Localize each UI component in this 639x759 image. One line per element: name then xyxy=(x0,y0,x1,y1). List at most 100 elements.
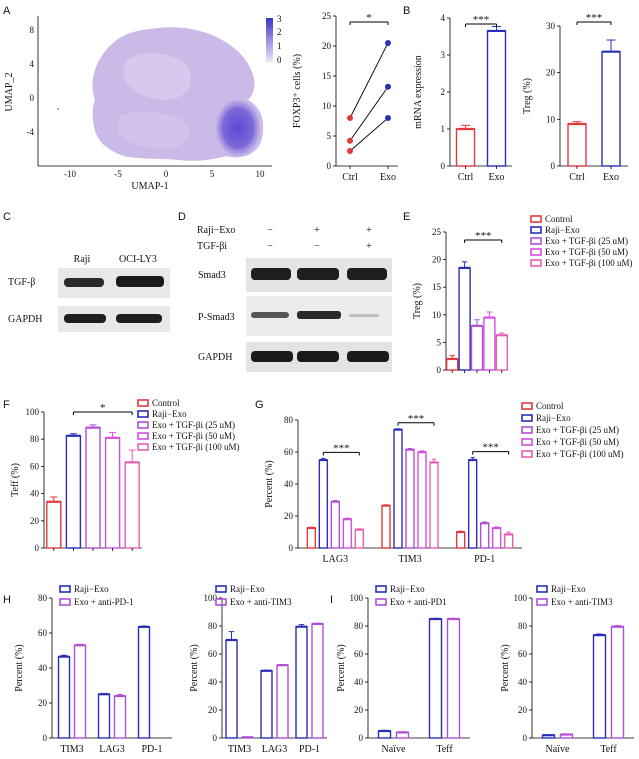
bar xyxy=(311,623,324,739)
y-tick-label: 20 xyxy=(354,705,364,715)
bar xyxy=(446,358,459,371)
legend-swatch xyxy=(137,432,149,440)
y-axis-label: Percent (%) xyxy=(336,644,347,691)
y-axis-label: Percent (%) xyxy=(264,460,275,507)
y-tick-label: 0 xyxy=(523,733,528,743)
panel-label-c: C xyxy=(3,211,11,223)
legend-label: Exo + TGF-βi (25 uM) xyxy=(536,425,619,435)
blot-row-label: TGF-β xyxy=(8,277,35,288)
bar xyxy=(428,618,443,739)
bar xyxy=(225,639,238,739)
significance-label: * xyxy=(366,12,372,24)
umap-y-ticks: 8 4 0 -4 xyxy=(27,25,35,137)
umap-x-tick: 10 xyxy=(256,169,266,179)
chart-mrna-expression: 0 1 2 3 4 mRNA expression Ctrl Exo *** xyxy=(413,13,512,183)
y-tick-label: 40 xyxy=(354,677,364,687)
bar xyxy=(429,461,439,549)
blot-mark: + xyxy=(366,225,372,236)
pair-line xyxy=(349,86,389,142)
bar xyxy=(467,459,478,549)
umap-x-tick: -10 xyxy=(64,169,76,179)
umap-colorbar xyxy=(266,18,273,62)
panel-label-e: E xyxy=(403,211,410,223)
x-tick-label: PD-1 xyxy=(474,554,495,565)
significance-label: *** xyxy=(333,442,350,454)
y-tick-label: 0 xyxy=(289,543,294,553)
y-tick-label: 3 xyxy=(441,50,446,60)
significance-label: *** xyxy=(482,442,499,454)
y-tick-label: 20 xyxy=(284,511,294,521)
y-tick-label: 60 xyxy=(208,649,218,659)
bar xyxy=(137,626,151,739)
y-tick-label: 0 xyxy=(437,365,442,375)
legend-swatch xyxy=(375,585,387,593)
legend-label: Exo + anti-PD-1 xyxy=(74,597,134,607)
legend-label: Exo + TGF-βi (100 uM) xyxy=(545,258,633,268)
legend-swatch xyxy=(521,450,533,458)
y-tick-label: 2 xyxy=(441,87,446,97)
umap-colorbar-ticks: 3 2 1 0 xyxy=(277,14,282,65)
y-axis-label: Treg (%) xyxy=(412,283,423,319)
blot-row-label: GAPDH xyxy=(8,314,42,325)
data-point-ctrl xyxy=(347,137,353,144)
chart-treg-b: 0 10 20 30 Treg (%) Ctrl Exo *** xyxy=(522,12,628,183)
y-tick-label: 40 xyxy=(38,663,48,673)
blot-row-label: P-Smad3 xyxy=(198,312,235,323)
y-axis-label: Percent (%) xyxy=(189,644,200,691)
legend-swatch xyxy=(137,410,149,418)
blot-band xyxy=(116,314,162,323)
bar xyxy=(85,426,101,549)
blot-band xyxy=(297,351,339,362)
x-tick-label: TIM3 xyxy=(60,744,83,755)
y-tick-label: 20 xyxy=(322,41,332,51)
bar xyxy=(260,670,273,739)
legend-label: Exo + TGF-βi (50 uM) xyxy=(152,431,235,441)
pair-line xyxy=(349,117,389,152)
western-blot-d: Raji−Exo TGF-βi − + + − − + Smad3 P-Smad… xyxy=(197,225,392,372)
y-tick-label: 40 xyxy=(30,489,40,499)
legend-swatch xyxy=(215,598,227,606)
umap-y-tick: 8 xyxy=(30,25,35,35)
bar xyxy=(610,626,625,739)
significance-label: *** xyxy=(408,413,425,425)
x-tick-label: Exo xyxy=(488,172,504,183)
umap-x-ticks: -10 -5 0 5 10 xyxy=(64,169,265,179)
legend-swatch xyxy=(137,421,149,429)
bar xyxy=(318,459,329,549)
y-tick-label: 80 xyxy=(518,621,528,631)
legend-swatch xyxy=(59,585,71,593)
y-tick-label: 40 xyxy=(284,479,294,489)
legend-label: Exo + TGF-βi (25 uM) xyxy=(152,420,235,430)
bar xyxy=(57,655,71,739)
y-tick-label: 20 xyxy=(30,516,40,526)
blot-treatment-label: Raji−Exo xyxy=(197,225,235,236)
x-tick-label: LAG3 xyxy=(262,744,288,755)
colorbar-tick: 3 xyxy=(277,14,282,24)
y-tick-label: 20 xyxy=(432,255,442,265)
panel-label-b: B xyxy=(403,5,410,17)
bar xyxy=(46,501,62,549)
bar xyxy=(417,451,427,549)
legend-label: Raji−Exo xyxy=(545,225,580,235)
umap-plot: -10 -5 0 5 10 8 4 0 -4 UMAP-1 UMAP_2 3 2… xyxy=(4,14,282,192)
umap-outlier xyxy=(57,108,59,110)
bar xyxy=(306,527,317,549)
bar xyxy=(124,461,140,549)
chart-foxp3-paired: 0 5 10 15 20 25 FOXP3⁺ cells (%) Ctrl Exo * xyxy=(292,11,398,183)
y-tick-label: 0 xyxy=(551,161,556,171)
umap-cluster xyxy=(123,53,191,100)
x-tick-label: Teff xyxy=(436,744,453,755)
chart-h-right: 0 20 40 60 80 100 Percent (%) TIM3 LAG3 PD-1 Raji−… xyxy=(189,584,327,755)
y-tick-label: 20 xyxy=(518,705,528,715)
bar xyxy=(446,618,461,739)
colorbar-tick: 1 xyxy=(277,41,282,51)
pair-line xyxy=(349,42,389,119)
legend-label: Exo + anti-TIM3 xyxy=(551,597,613,607)
x-tick-label: LAG3 xyxy=(323,554,349,565)
blot-band xyxy=(251,312,289,318)
chart-i-right: 0 20 40 60 80 100 Percent (%) Naïve Teff Raji−Exo… xyxy=(500,584,634,755)
blot-mark: − xyxy=(314,241,320,252)
y-tick-label: 60 xyxy=(284,447,294,457)
panel-label-f: F xyxy=(3,399,10,411)
